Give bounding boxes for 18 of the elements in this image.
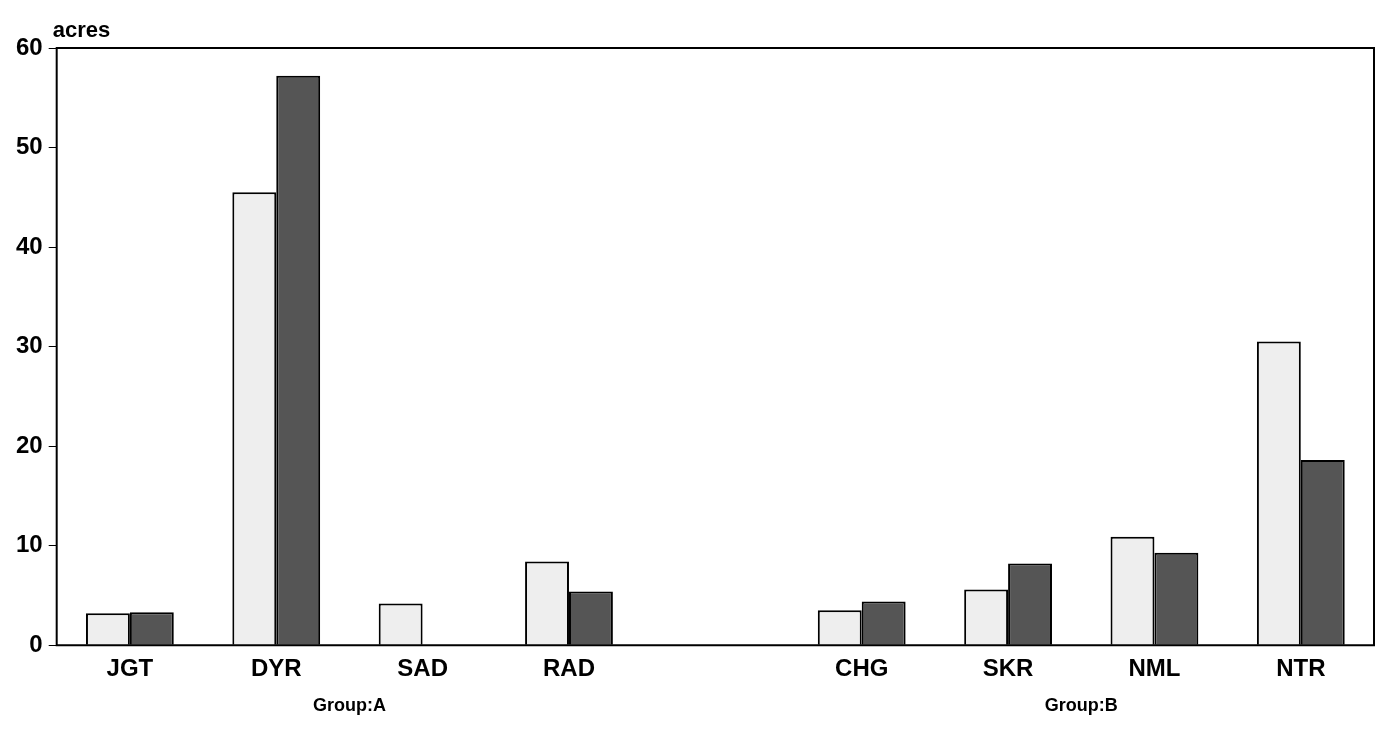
- y-tick-label: 30: [15, 331, 43, 359]
- y-tick-label: 0: [29, 629, 43, 657]
- text: Group:A: [312, 695, 386, 716]
- y-tick-label: 40: [15, 231, 43, 259]
- y-tick-label: 50: [15, 132, 43, 160]
- text: Group:B: [1044, 695, 1118, 716]
- y-tick-label: 60: [15, 32, 43, 60]
- x-tick-label: CHG: [835, 654, 889, 682]
- x-tick-label: NML: [1128, 654, 1181, 682]
- y-tick-label: 10: [15, 530, 43, 558]
- x-tick-label: NTR: [1276, 654, 1326, 682]
- x-tick-label: JGT: [106, 654, 154, 682]
- y-axis-title: acres: [52, 17, 111, 43]
- y-tick-label: 20: [15, 430, 43, 458]
- x-tick-label: SAD: [397, 654, 448, 682]
- x-tick-label: RAD: [542, 654, 595, 682]
- x-tick-label: SKR: [982, 654, 1034, 682]
- x-tick-label: DYR: [250, 654, 302, 682]
